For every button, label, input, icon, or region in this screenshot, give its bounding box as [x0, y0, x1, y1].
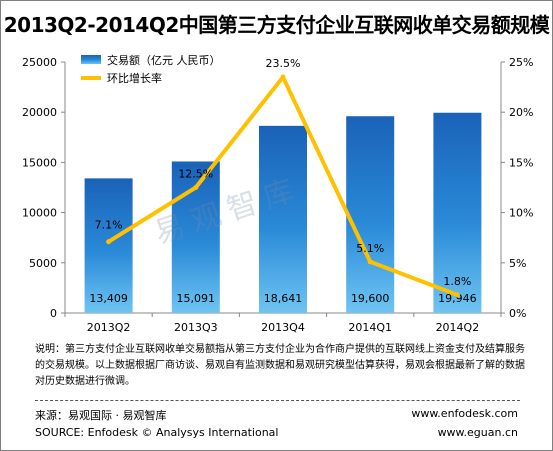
growth-rate-point — [367, 259, 373, 265]
growth-rate-point — [454, 292, 460, 298]
url-eguan: www.eguan.cn — [437, 426, 518, 439]
url-enfodesk: www.enfodesk.com — [411, 407, 518, 420]
growth-rate-point — [193, 185, 199, 190]
growth-rate-label: 12.5% — [178, 168, 213, 181]
chart-title: 2013Q2-2014Q2中国第三方支付企业互联网收单交易额规模 — [3, 13, 550, 37]
bar — [433, 112, 482, 313]
x-tick-label: 2014Q2 — [436, 321, 480, 334]
left-tick-label: 15000 — [22, 156, 57, 169]
left-tick-label: 10000 — [22, 207, 57, 220]
left-tick-label: 5000 — [29, 257, 57, 270]
bar-value-label: 18,641 — [264, 292, 303, 305]
bar-value-label: 13,409 — [89, 292, 128, 305]
right-tick-label: 5% — [509, 257, 526, 270]
right-tick-label: 25% — [509, 56, 533, 69]
growth-rate-label: 5.1% — [356, 242, 384, 255]
bar-value-label: 19,946 — [438, 292, 477, 305]
left-tick-label: 25000 — [22, 56, 57, 69]
left-tick-label: 0 — [50, 307, 57, 320]
growth-rate-label: 23.5% — [266, 57, 301, 70]
left-tick-label: 20000 — [22, 106, 57, 119]
chart-note: 说明：第三方支付企业互联网收单交易额指从第三方支付企业为合作商户提供的互联网线上… — [35, 344, 525, 387]
right-tick-label: 15% — [509, 156, 533, 169]
chart-plot: 0 5000 10000 15000 20000 25000 0% 5% 10% 15% 20% 25… — [22, 53, 533, 334]
source-cn: 来源：易观国际 · 易观智库 — [35, 409, 167, 422]
bar — [259, 125, 307, 313]
bar — [171, 161, 220, 313]
x-tick-label: 2013Q2 — [87, 321, 131, 334]
bar-value-label: 15,091 — [177, 292, 216, 305]
right-tick-label: 0% — [509, 307, 526, 320]
divider — [35, 400, 520, 401]
growth-rate-label: 1.8% — [443, 275, 471, 288]
bar — [84, 178, 133, 313]
bar — [346, 116, 395, 313]
growth-rate-point — [280, 74, 286, 80]
legend-bar-swatch — [81, 55, 101, 64]
growth-rate-label: 7.1% — [95, 219, 123, 232]
right-tick-label: 20% — [509, 106, 533, 119]
x-tick-label: 2013Q4 — [261, 321, 305, 334]
growth-rate-point — [106, 239, 112, 245]
x-tick-label: 2014Q1 — [348, 321, 392, 334]
x-tick-label: 2013Q3 — [174, 321, 218, 334]
bar-value-label: 19,600 — [351, 292, 390, 305]
right-tick-label: 10% — [509, 207, 533, 220]
legend-bar-label: 交易额（亿元 人民币） — [107, 53, 221, 67]
legend-line-label: 环比增长率 — [107, 71, 162, 85]
source-en: SOURCE: Enfodesk © Analysys Internationa… — [35, 426, 279, 439]
